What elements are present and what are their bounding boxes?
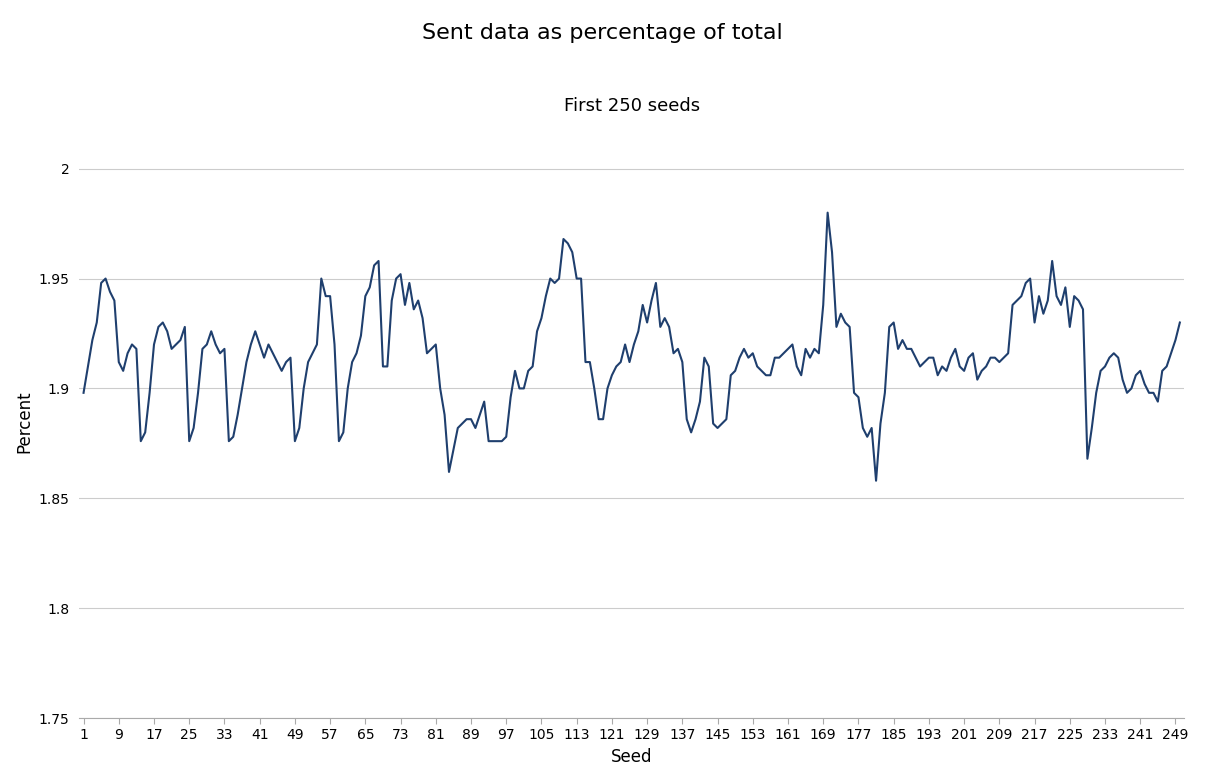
Text: Sent data as percentage of total: Sent data as percentage of total bbox=[422, 23, 783, 44]
Title: First 250 seeds: First 250 seeds bbox=[564, 97, 700, 115]
X-axis label: Seed: Seed bbox=[611, 748, 652, 766]
Y-axis label: Percent: Percent bbox=[14, 390, 33, 453]
